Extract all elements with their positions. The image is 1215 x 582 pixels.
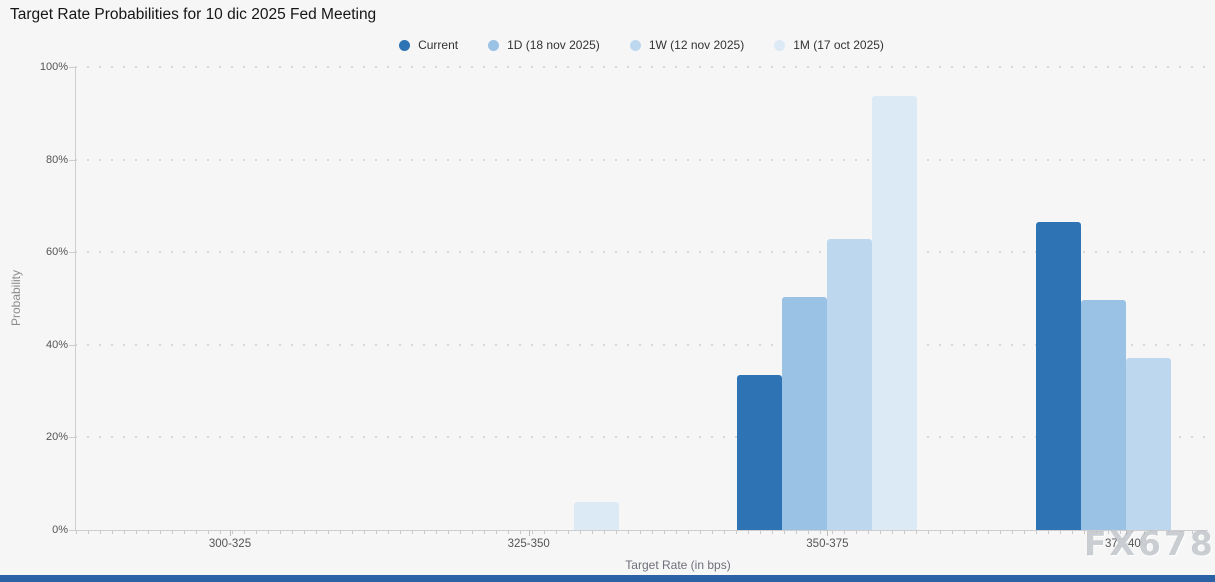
y-tick-mark	[69, 344, 75, 346]
bar-325-350-1m[interactable]	[573, 502, 619, 530]
legend-dot-1d	[488, 39, 500, 51]
bar-375-400-current[interactable]	[1036, 222, 1082, 530]
x-tick-mark-300-325	[230, 530, 231, 536]
bar-350-375-1w[interactable]	[827, 238, 873, 530]
y-tick-label: 100%	[39, 61, 68, 73]
bar-375-400-1d[interactable]	[1081, 299, 1127, 530]
legend-item-1m[interactable]: 1M (17 oct 2025)	[774, 38, 884, 52]
y-tick-mark	[69, 67, 75, 68]
y-tick-mark	[69, 530, 75, 531]
chart-title: Target Rate Probabilities for 10 dic 202…	[10, 6, 377, 23]
x-axis-title: Target Rate (in bps)	[625, 558, 731, 572]
legend-item-1w[interactable]: 1W (12 nov 2025)	[629, 38, 745, 52]
y-tick-label: 0%	[52, 524, 68, 536]
legend-dot-1w	[629, 39, 641, 51]
y-tick-label: 40%	[45, 338, 68, 351]
legend-label-1d: 1D (18 nov 2025)	[507, 38, 600, 52]
x-tick-mark-325-350	[528, 530, 530, 536]
y-tick-label: 20%	[45, 431, 68, 444]
gridline-100%	[75, 66, 1208, 68]
bar-350-375-current[interactable]	[737, 374, 783, 530]
y-tick-label: 60%	[45, 246, 68, 259]
legend-dot-current	[399, 39, 411, 51]
bar-350-375-1d[interactable]	[782, 297, 828, 530]
y-tick-mark	[69, 252, 75, 254]
y-tick-mark	[69, 159, 75, 161]
y-tick-label: 80%	[45, 153, 68, 166]
gridline-40%	[75, 343, 1208, 346]
gridline-20%	[75, 436, 1208, 439]
legend-item-current[interactable]: Current	[399, 38, 458, 52]
legend-dot-1m	[774, 39, 786, 51]
bar-375-400-1w[interactable]	[1126, 358, 1172, 530]
x-tick-mark-350-375	[827, 530, 829, 536]
bar-350-375-1m[interactable]	[872, 96, 918, 530]
gridline-60%	[75, 251, 1208, 254]
legend-label-current: Current	[418, 38, 459, 52]
y-axis-line	[75, 67, 76, 530]
legend-item-1d[interactable]: 1D (18 nov 2025)	[488, 38, 600, 52]
y-axis-title: Probability	[9, 269, 23, 327]
x-tick-label-375-400: 375-400	[1104, 538, 1148, 550]
y-tick-mark	[69, 437, 75, 439]
x-tick-label-350-375: 350-375	[806, 538, 849, 550]
fx678-watermark: FX678	[1084, 524, 1215, 563]
x-tick-mark-375-400	[1126, 530, 1128, 536]
bottom-accent-bar	[0, 575, 1215, 582]
x-tick-label-300-325: 300-325	[208, 538, 252, 550]
x-tick-label-325-350: 325-350	[507, 538, 550, 550]
chart-legend: Current 1D (18 nov 2025) 1W (12 nov 2025…	[75, 36, 1208, 54]
x-axis-minor-ticks	[76, 531, 1208, 534]
gridline-80%	[75, 158, 1208, 161]
legend-label-1m: 1M (17 oct 2025)	[793, 38, 884, 52]
x-axis-baseline	[75, 530, 1208, 531]
legend-label-1w: 1W (12 nov 2025)	[648, 38, 745, 52]
